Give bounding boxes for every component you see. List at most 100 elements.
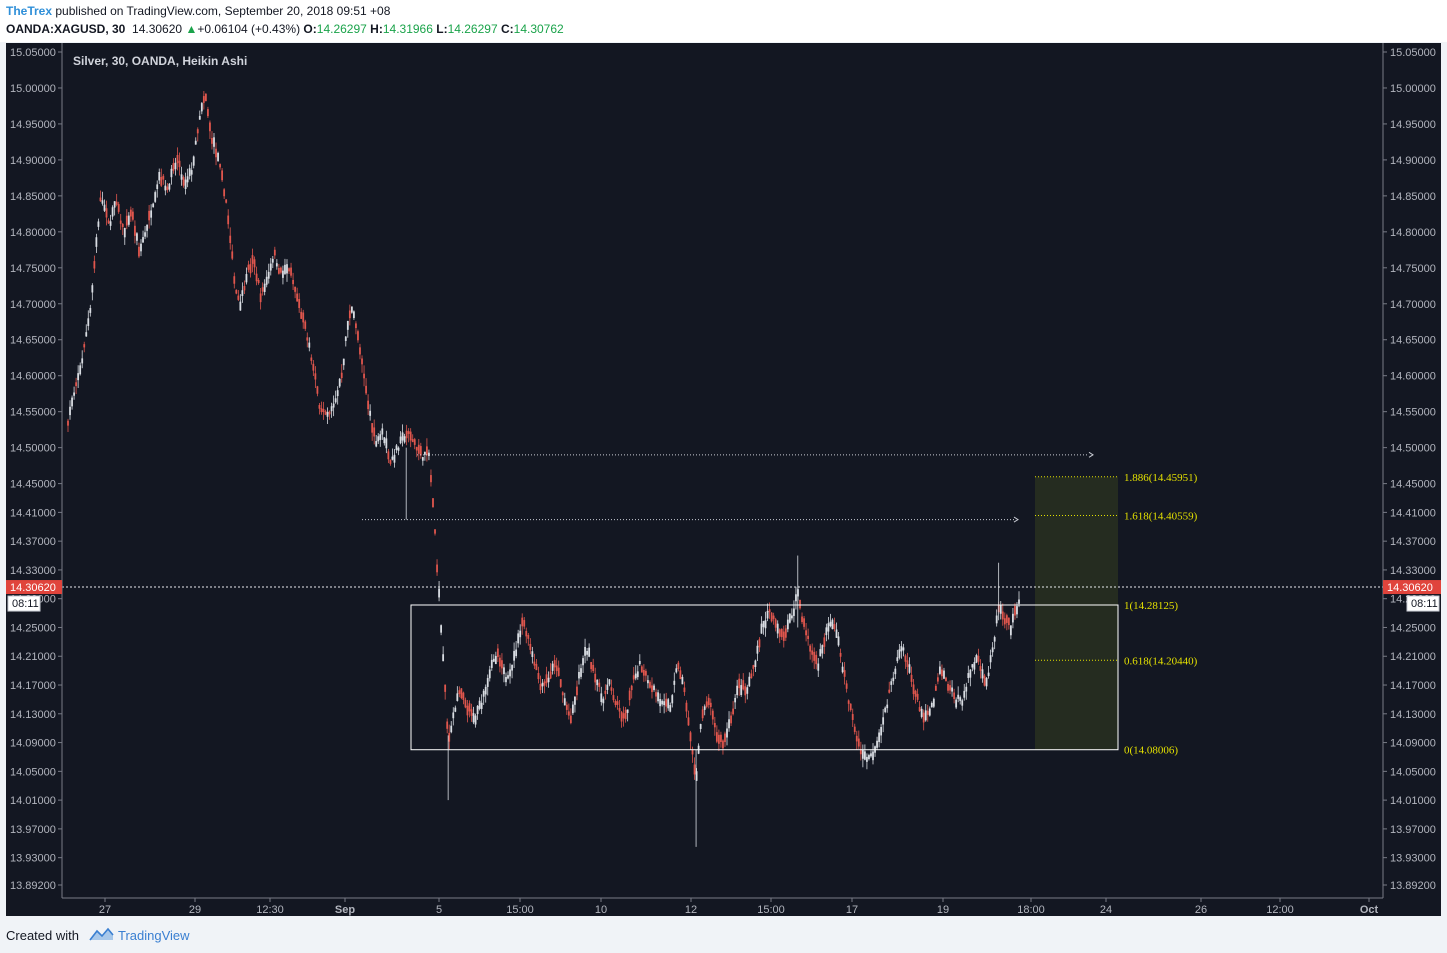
candle-body <box>231 251 234 259</box>
candle-body <box>300 311 303 319</box>
candle-body <box>385 438 388 449</box>
tradingview-link[interactable]: TradingView <box>118 928 190 943</box>
candle-body <box>630 685 633 691</box>
candle-body <box>730 715 732 724</box>
candle-body <box>880 727 883 736</box>
candle-body <box>770 612 773 622</box>
price-chart[interactable]: 1.886(14.45951) 1.618(14.40559) 1(14.28125… <box>6 43 1441 916</box>
candle-body <box>667 699 670 709</box>
candle-body <box>515 649 518 657</box>
candle-body <box>586 650 588 655</box>
ray-arrow-icon <box>1013 516 1019 523</box>
candle-body <box>338 378 341 387</box>
candle-body <box>608 679 611 685</box>
candle-body <box>454 707 457 712</box>
candle-body <box>760 623 763 634</box>
candle-body <box>215 148 217 158</box>
tradingview-cloud-icon[interactable] <box>88 926 114 942</box>
candle-body <box>168 183 171 190</box>
candle-body <box>661 700 664 705</box>
candle-body <box>884 707 887 713</box>
candle-body <box>788 613 791 623</box>
candle-body <box>851 714 854 720</box>
candle-body <box>827 623 830 632</box>
candle-body <box>239 301 242 311</box>
candle-body <box>247 264 250 270</box>
candle-body <box>717 734 720 744</box>
target-zone <box>1035 476 1118 750</box>
candle-body <box>835 629 838 638</box>
y-tick-label-right: 14.01000 <box>1390 795 1436 807</box>
x-tick-label: 15:00 <box>757 904 785 916</box>
candle-body <box>845 683 848 689</box>
symbol-name: OANDA:XAGUSD, 30 <box>6 22 126 36</box>
candle-body <box>949 685 951 691</box>
candle-body <box>464 699 467 708</box>
y-tick-label-left: 14.17000 <box>10 680 56 692</box>
candle-body <box>468 703 471 712</box>
candle-body <box>620 711 623 722</box>
candle-body <box>758 639 761 648</box>
author-link[interactable]: TheTrex <box>6 4 53 18</box>
candle-body <box>955 699 958 708</box>
candle-body <box>918 707 921 712</box>
candle-body <box>330 406 333 412</box>
candle-body <box>209 122 211 132</box>
candle-body <box>257 279 260 284</box>
candle-body <box>734 697 737 703</box>
candle-body <box>99 197 102 202</box>
candle-body <box>89 308 92 313</box>
candle-body <box>687 717 690 726</box>
candle-body <box>857 738 860 747</box>
candle-body <box>951 687 953 692</box>
candle-body <box>752 665 755 669</box>
candle-body <box>298 299 301 308</box>
candle-body <box>876 740 878 748</box>
published-text: published on TradingView.com, September … <box>55 4 391 18</box>
candle-body <box>393 454 396 463</box>
candle-body <box>904 655 907 662</box>
candle-body <box>411 439 414 443</box>
candle-body <box>815 654 818 665</box>
y-tick-label-left: 14.90000 <box>10 155 56 167</box>
candle-body <box>432 498 434 508</box>
candle-body <box>740 685 743 695</box>
candle-body <box>527 635 530 639</box>
y-tick-label-left: 14.37000 <box>10 536 56 548</box>
candle-body <box>389 459 392 464</box>
y-tick-label-left: 14.09000 <box>10 738 56 750</box>
candle-body <box>975 655 978 663</box>
candle-body <box>957 694 960 699</box>
candle-body <box>284 264 286 274</box>
candle-body <box>156 184 159 190</box>
candle-body <box>790 615 793 619</box>
candle-body <box>598 682 601 687</box>
candle-body <box>134 225 136 236</box>
candle-body <box>340 372 343 379</box>
candle-body <box>943 670 945 679</box>
candle-body <box>93 261 96 269</box>
candle-body <box>764 620 767 629</box>
candle-body <box>95 237 98 247</box>
candle-body <box>632 675 635 680</box>
candle-body <box>837 636 840 646</box>
candle-body <box>657 692 659 702</box>
symbol-info: OANDA:XAGUSD, 30 14.30620 ▲+0.06104 (+0.… <box>6 22 564 36</box>
candle-body <box>592 664 595 671</box>
candle-body <box>458 690 461 695</box>
candle-body <box>202 96 205 103</box>
candle-body <box>768 609 771 613</box>
candle-body <box>505 677 507 683</box>
candle-body <box>286 264 288 274</box>
publication-header: TheTrex published on TradingView.com, Se… <box>0 0 1447 42</box>
candle-body <box>991 647 994 653</box>
candle-body <box>914 690 917 697</box>
candle-body <box>125 215 128 226</box>
candle-body <box>981 669 984 679</box>
candle-body <box>87 318 90 326</box>
candle-body <box>294 286 297 292</box>
y-tick-label-right: 14.05000 <box>1390 766 1436 778</box>
y-tick-label-right: 14.60000 <box>1390 371 1436 383</box>
candle-body <box>121 223 124 228</box>
candle-body <box>190 170 193 175</box>
